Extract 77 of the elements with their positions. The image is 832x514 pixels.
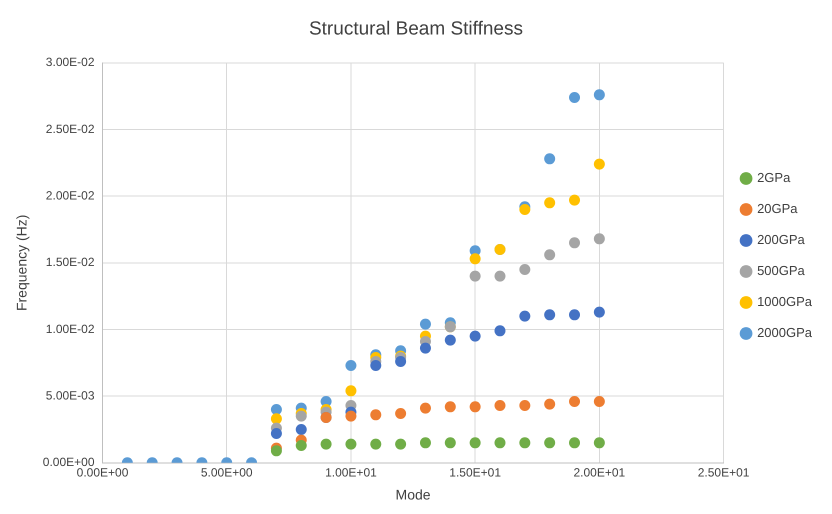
point — [594, 233, 605, 244]
point — [494, 270, 506, 282]
x-tick-label: 1.50E+01 — [449, 465, 502, 480]
chart-title: Structural Beam Stiffness — [308, 18, 524, 40]
legend-label: 2GPa — [757, 170, 792, 186]
y-tick-label: 2.50E-02 — [46, 122, 95, 136]
legend-label: 1000GPa — [757, 294, 813, 310]
point — [569, 396, 580, 407]
point — [569, 237, 580, 248]
point — [444, 437, 456, 448]
y-axis-title: Frequency (Hz) — [13, 214, 30, 312]
x-tick-label: 2.50E+01 — [698, 465, 750, 480]
point — [569, 92, 580, 103]
point — [494, 437, 506, 448]
y-tick-label: 1.00E-02 — [46, 322, 95, 336]
point — [296, 424, 307, 435]
point — [519, 264, 530, 275]
point — [420, 437, 431, 448]
legend-label: 500GPa — [757, 263, 806, 278]
point — [370, 438, 382, 450]
point — [370, 360, 382, 371]
legend-label: 200GPa — [757, 232, 806, 248]
point — [395, 438, 406, 450]
point — [345, 410, 356, 422]
point — [594, 396, 605, 407]
point — [544, 249, 556, 260]
point — [345, 360, 356, 371]
point — [470, 253, 481, 264]
legend-label: 2000GPa — [757, 325, 813, 340]
point — [420, 342, 431, 354]
point — [470, 437, 481, 448]
point — [270, 413, 282, 424]
point — [470, 401, 481, 412]
point — [494, 325, 506, 336]
point — [544, 197, 556, 208]
point — [544, 398, 556, 410]
point — [470, 330, 481, 342]
point — [420, 402, 431, 414]
x-tick-label: 2.00E+01 — [573, 465, 626, 480]
point — [270, 404, 282, 415]
y-tick-label: 2.00E-02 — [46, 188, 95, 202]
point — [544, 309, 556, 320]
legend-label: 20GPa — [757, 201, 798, 216]
point — [519, 437, 530, 448]
point — [519, 310, 530, 322]
point — [296, 410, 307, 422]
point — [494, 400, 506, 411]
point — [594, 89, 605, 100]
point — [519, 400, 530, 411]
point — [270, 445, 282, 456]
point — [320, 438, 332, 450]
point — [444, 401, 456, 412]
point — [370, 409, 382, 420]
point — [519, 204, 530, 215]
point — [395, 408, 406, 419]
point — [594, 306, 605, 318]
x-tick-label: 1.00E+01 — [325, 465, 378, 480]
point — [544, 153, 556, 164]
point — [296, 440, 307, 451]
x-axis-title: Mode — [396, 486, 431, 502]
y-tick-label: 5.00E-03 — [46, 388, 95, 402]
point — [345, 385, 356, 396]
point — [569, 194, 580, 206]
point — [444, 334, 456, 346]
point — [594, 158, 605, 170]
point — [594, 437, 605, 448]
y-tick-label: 3.00E-02 — [46, 55, 95, 70]
point — [395, 356, 406, 367]
point — [470, 270, 481, 282]
point — [345, 438, 356, 450]
y-tick-label: 1.50E-02 — [46, 255, 95, 270]
x-tick-label: 5.00E+00 — [200, 465, 253, 480]
point — [270, 428, 282, 439]
point — [420, 318, 431, 330]
point — [569, 437, 580, 448]
point — [544, 437, 556, 448]
point — [569, 309, 580, 320]
